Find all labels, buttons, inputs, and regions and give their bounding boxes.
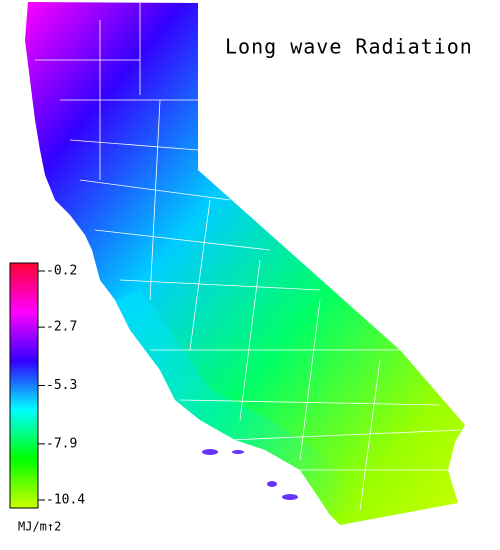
colorbar-unit: MJ/m↑2 [18,520,61,534]
map-title: Long wave Radiation [225,35,473,59]
island [267,481,277,487]
islands [202,449,298,500]
island [232,450,244,454]
county-lines [35,3,461,511]
colorbar-tick-label: -2.7 [46,320,77,335]
coastal-band [115,290,360,515]
colorbar-tick-label: -10.4 [46,493,85,508]
colorbar-tick-label: -0.2 [46,264,77,279]
state-shape [25,2,465,525]
island [282,494,298,500]
colorbar-tick-label: -7.9 [46,436,77,451]
colorbar-ramp [9,262,39,509]
colorbar: -0.2 -2.7 -5.3 -7.9 -10.4 [9,262,85,509]
island [202,449,218,455]
county-line [35,3,461,511]
colorbar-tick-label: -5.3 [46,378,77,393]
california [25,2,465,525]
